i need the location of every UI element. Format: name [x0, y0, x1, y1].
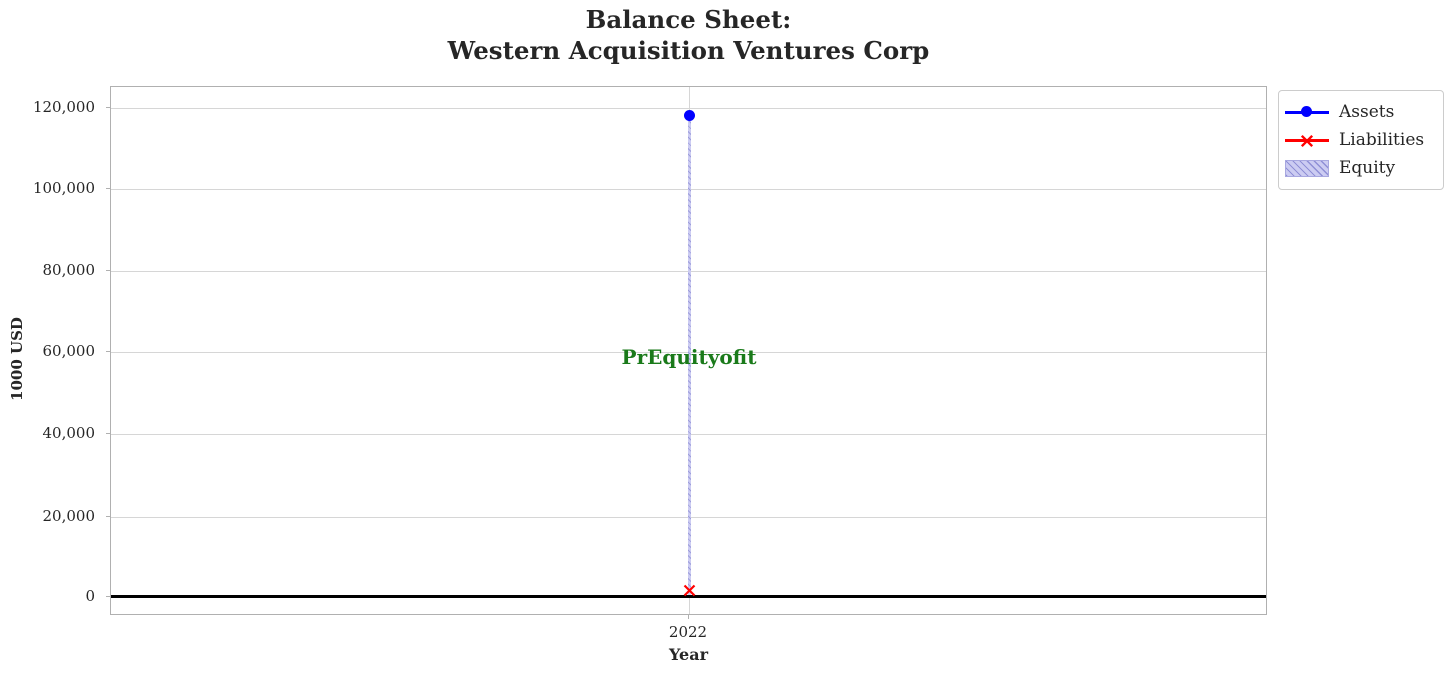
y-tick-label-40000: 40,000: [42, 424, 96, 442]
y-tick-mark-60000: [106, 351, 110, 352]
y-tick-mark-120000: [106, 107, 110, 108]
legend-label-assets: Assets: [1339, 102, 1395, 122]
zero-line: [111, 595, 1266, 598]
equity-bar: [687, 111, 691, 596]
chart-title-line-1: Balance Sheet:: [585, 5, 792, 34]
legend-label-equity: Equity: [1339, 158, 1396, 178]
profit-equity-annotation: PrEquityofit: [621, 345, 757, 369]
y-tick-label-100000: 100,000: [32, 179, 95, 197]
x-tick-label-2022: 2022: [668, 623, 708, 641]
y-axis-label: 1000 USD: [8, 317, 26, 401]
hatched-patch-icon: [1285, 160, 1329, 177]
x-marker-icon: [1300, 133, 1314, 148]
plot-area: PrEquityofit: [110, 86, 1267, 615]
liabilities-data-point: [683, 584, 696, 597]
y-tick-label-60000: 60,000: [42, 342, 96, 360]
circle-marker-icon: [1301, 106, 1312, 117]
y-tick-mark-0: [106, 596, 110, 597]
y-tick-label-80000: 80,000: [42, 261, 96, 279]
y-tick-label-120000: 120,000: [32, 98, 95, 116]
gridline-120000: [111, 108, 1266, 109]
legend-key-liabilities: [1285, 130, 1329, 150]
y-tick-mark-40000: [106, 433, 110, 434]
legend-label-liabilities: Liabilities: [1339, 130, 1425, 150]
legend-item-liabilities[interactable]: Liabilities: [1285, 126, 1435, 154]
legend-item-assets[interactable]: Assets: [1285, 98, 1435, 126]
y-tick-label-0: 0: [85, 587, 95, 605]
y-tick-mark-20000: [106, 516, 110, 517]
x-axis-label: Year: [668, 645, 708, 664]
y-tick-label-20000: 20,000: [42, 507, 96, 525]
legend-key-equity: [1285, 158, 1329, 178]
assets-data-point: [683, 109, 695, 121]
chart-title: Balance Sheet: Western Acquisition Ventu…: [110, 4, 1267, 66]
chart-legend[interactable]: Assets Liabilities Equity: [1278, 90, 1444, 190]
x-tick-mark-2022: [688, 615, 689, 619]
legend-item-equity[interactable]: Equity: [1285, 154, 1435, 182]
y-tick-mark-100000: [106, 188, 110, 189]
y-tick-mark-80000: [106, 270, 110, 271]
chart-title-line-2: Western Acquisition Ventures Corp: [447, 36, 930, 65]
legend-key-assets: [1285, 102, 1329, 122]
